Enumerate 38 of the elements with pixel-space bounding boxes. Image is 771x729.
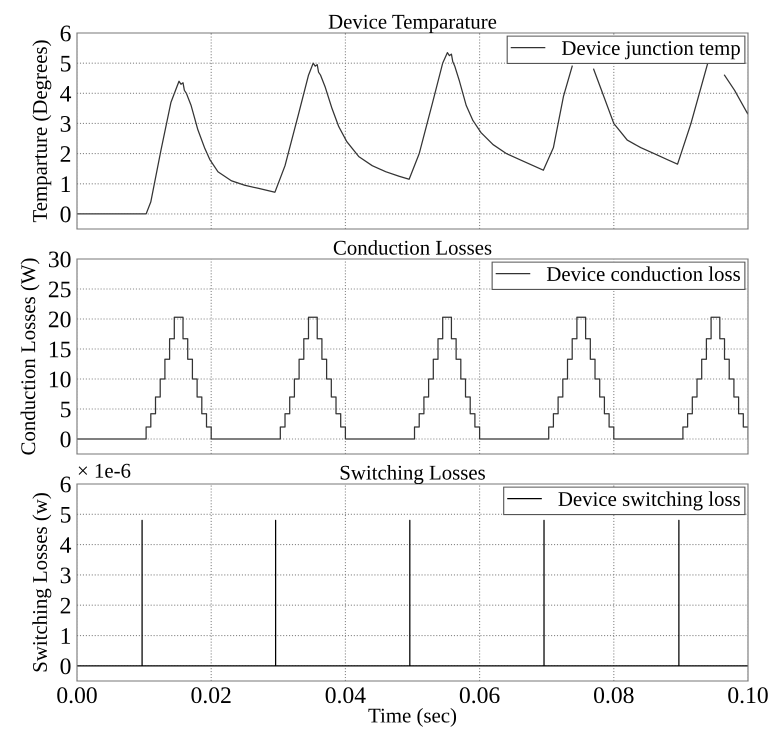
x-tick-label: 0.10 [728,687,768,704]
x-tick-label: 0.06 [460,687,500,704]
chart-title: Conduction Losses [334,240,492,255]
y-tick-label: 5 [61,507,71,523]
x-tick-label: 0.08 [594,687,634,704]
x-tick-label: 0.04 [326,687,366,704]
y-tick-label: 4 [60,537,72,553]
x-tick-label: 0.02 [191,687,231,704]
y-tick-label: 6 [60,476,71,492]
y-tick-label: 5 [61,56,71,72]
y-tick-label: 0 [60,658,71,674]
y-tick-label: 10 [50,371,71,388]
y-tick-label: 20 [48,311,71,328]
y-tick-label: 15 [50,342,71,358]
y-tick-label: 6 [60,26,71,42]
y-tick-label: 3 [60,116,71,132]
y-tick-label: 1 [62,628,70,644]
y-tick-label: 0 [60,206,71,222]
y-tick-label: 1 [62,176,70,192]
y-tick-label: 2 [60,146,70,162]
legend-label: Device junction temp [562,41,740,60]
y-tick-label: 5 [61,402,71,418]
y-tick-label: 25 [48,282,71,298]
y-tick-label: 0 [60,431,71,448]
x-axis-title: Time (sec) [368,708,456,727]
y-axis-title: Temparture (Degrees) [32,40,52,222]
y-axis-title: Conduction Losses (W) [20,258,40,455]
y-tick-label: 4 [60,86,72,102]
legend-label: Device switching loss [558,491,740,510]
y-tick-label: 30 [48,251,71,268]
legend-label: Device conduction loss [546,266,740,282]
chart-title: Switching Losses [340,465,485,484]
x-tick-label: 0.00 [57,687,97,704]
y-axis-title: Switching Losses (w) [32,493,52,672]
text: × 1e-6 [78,464,130,478]
chart-title: Device Temparature [328,14,496,33]
y-tick-label: 3 [60,567,71,584]
y-tick-label: 2 [60,598,70,614]
